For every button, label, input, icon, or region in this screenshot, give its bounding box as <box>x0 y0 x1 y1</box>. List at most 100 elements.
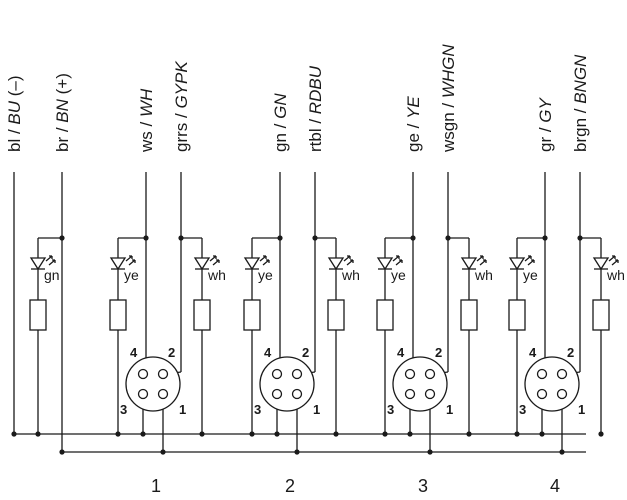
port-4-pin <box>536 368 548 380</box>
components: gn ye wh 4 2 3 1 1 ye wh 4 2 3 1 2 ye wh 4 2 3 1 3 ye wh 4 2 3 1 4 <box>29 255 625 496</box>
port-4-label: 4 <box>550 476 560 496</box>
wire-color-intl: BU <box>5 100 24 124</box>
port-1-wh-led-label: wh <box>207 267 226 283</box>
port-1-pin-number-3: 3 <box>120 402 127 417</box>
junction-dot <box>59 449 65 455</box>
port-3-pin-number-2: 2 <box>435 345 442 360</box>
wire-color-code: brgn / <box>571 104 590 152</box>
port-4-wh-led-label: wh <box>606 267 625 283</box>
port-4-ye-resistor <box>508 299 526 331</box>
port-4-ye-led-icon <box>508 257 526 271</box>
port-3-wh-emission-icon <box>479 259 487 266</box>
junction-dot <box>333 431 339 437</box>
port-2-connector <box>259 356 315 412</box>
wire-labels: bl / BU (–) br / BN (+) ws / WH grrs / GYPK… <box>5 44 590 153</box>
junction-dot <box>466 431 472 437</box>
port-1-wh-emission-icon <box>209 255 217 262</box>
wire-color-code: rtbl / <box>306 114 325 152</box>
junction-dot <box>407 431 413 437</box>
port-3-wh-led-icon <box>460 257 478 271</box>
port-3-pin <box>424 368 436 380</box>
port-3-wh-resistor <box>460 299 478 331</box>
power-resistor <box>29 299 47 331</box>
wire-color-code: wsgn / <box>439 98 458 153</box>
wire-label-gr: gr / GY <box>536 96 555 152</box>
port-3-pin-number-1: 1 <box>446 402 453 417</box>
port-1-pin <box>137 388 149 400</box>
junction-dot <box>115 431 121 437</box>
port-4-ye-emission-icon <box>524 255 532 262</box>
wire-color-code: br / <box>53 123 72 152</box>
port-4-pin-number-3: 3 <box>519 402 526 417</box>
junction-dot <box>598 431 604 437</box>
port-2-pin <box>271 388 283 400</box>
wire-label-brgn: brgn / BNGN <box>571 54 590 152</box>
wire-color-intl: GN <box>271 93 290 119</box>
port-4-pin <box>556 388 568 400</box>
wire-color-intl: WH <box>137 88 156 117</box>
port-3-pin <box>404 368 416 380</box>
wire-color-code: ge / <box>404 119 423 152</box>
junction-dot <box>143 235 149 241</box>
junction-dot <box>35 431 41 437</box>
wire-color-intl: RDBU <box>306 65 325 114</box>
junction-dot <box>140 431 146 437</box>
port-1-ye-emission-icon <box>125 255 133 262</box>
port-3-pin-number-3: 3 <box>387 402 394 417</box>
port-3-pin-number-4: 4 <box>397 345 405 360</box>
junction-dot <box>59 235 65 241</box>
port-4-ye-emission-icon <box>527 259 535 266</box>
port-2-pin-number-4: 4 <box>264 345 272 360</box>
wire-color-intl: GY <box>536 96 555 122</box>
junction-dot <box>312 235 318 241</box>
port-1-wh-resistor <box>193 299 211 331</box>
port-3-connector <box>392 356 448 412</box>
port-4-connector <box>524 356 580 412</box>
port-3-ye-emission-icon <box>392 255 400 262</box>
port-3-wh-led-label: wh <box>474 267 493 283</box>
port-1-connector <box>125 356 181 412</box>
wire-label-ws: ws / WH <box>137 88 156 153</box>
wire-label-ge: ge / YE <box>404 96 423 152</box>
port-1-wh-led-icon <box>193 257 211 271</box>
junction-dot <box>542 235 548 241</box>
port-4-pin <box>556 368 568 380</box>
junction-dot <box>277 235 283 241</box>
port-3-label: 3 <box>418 476 428 496</box>
wire-color-intl: BN <box>53 98 72 122</box>
wire-color-code: gn / <box>271 119 290 152</box>
port-1-wh-emission-icon <box>212 259 220 266</box>
port-2-wh-emission-icon <box>343 255 351 262</box>
port-2-ye-led-icon <box>243 257 261 271</box>
junction-dot <box>539 431 545 437</box>
port-1-ye-led-icon <box>109 257 127 271</box>
wire-polarity: (+) <box>53 73 72 99</box>
port-2-ye-resistor <box>243 299 261 331</box>
wire-color-code: gr / <box>536 123 555 152</box>
wire-label-rtbl: rtbl / RDBU <box>306 65 325 152</box>
port-4-pin-number-4: 4 <box>529 345 537 360</box>
port-1-pin-number-4: 4 <box>130 345 138 360</box>
junction-dot <box>160 449 166 455</box>
port-2-wh-led-icon <box>327 257 345 271</box>
wire-color-intl: WHGN <box>439 44 458 99</box>
port-1-ye-resistor <box>109 299 127 331</box>
port-2-label: 2 <box>285 476 295 496</box>
junction-dot <box>445 235 451 241</box>
port-2-pin <box>291 368 303 380</box>
port-2-pin-number-3: 3 <box>254 402 261 417</box>
wire-label-gn: gn / GN <box>271 93 290 152</box>
port-3-ye-led-label: ye <box>391 267 406 283</box>
port-2-pin-number-2: 2 <box>302 345 309 360</box>
wire-color-code: bl / <box>5 125 24 152</box>
junction-dot <box>382 431 388 437</box>
port-2-ye-emission-icon <box>259 255 267 262</box>
junction-dot <box>178 235 184 241</box>
junction-dot <box>427 449 433 455</box>
power-led-label: gn <box>44 267 60 283</box>
port-1-ye-emission-icon <box>128 259 136 266</box>
port-3-pin <box>404 388 416 400</box>
wire-label-grrs: grrs / GYPK <box>172 61 191 152</box>
wire-label-wsgn: wsgn / WHGN <box>439 44 458 153</box>
